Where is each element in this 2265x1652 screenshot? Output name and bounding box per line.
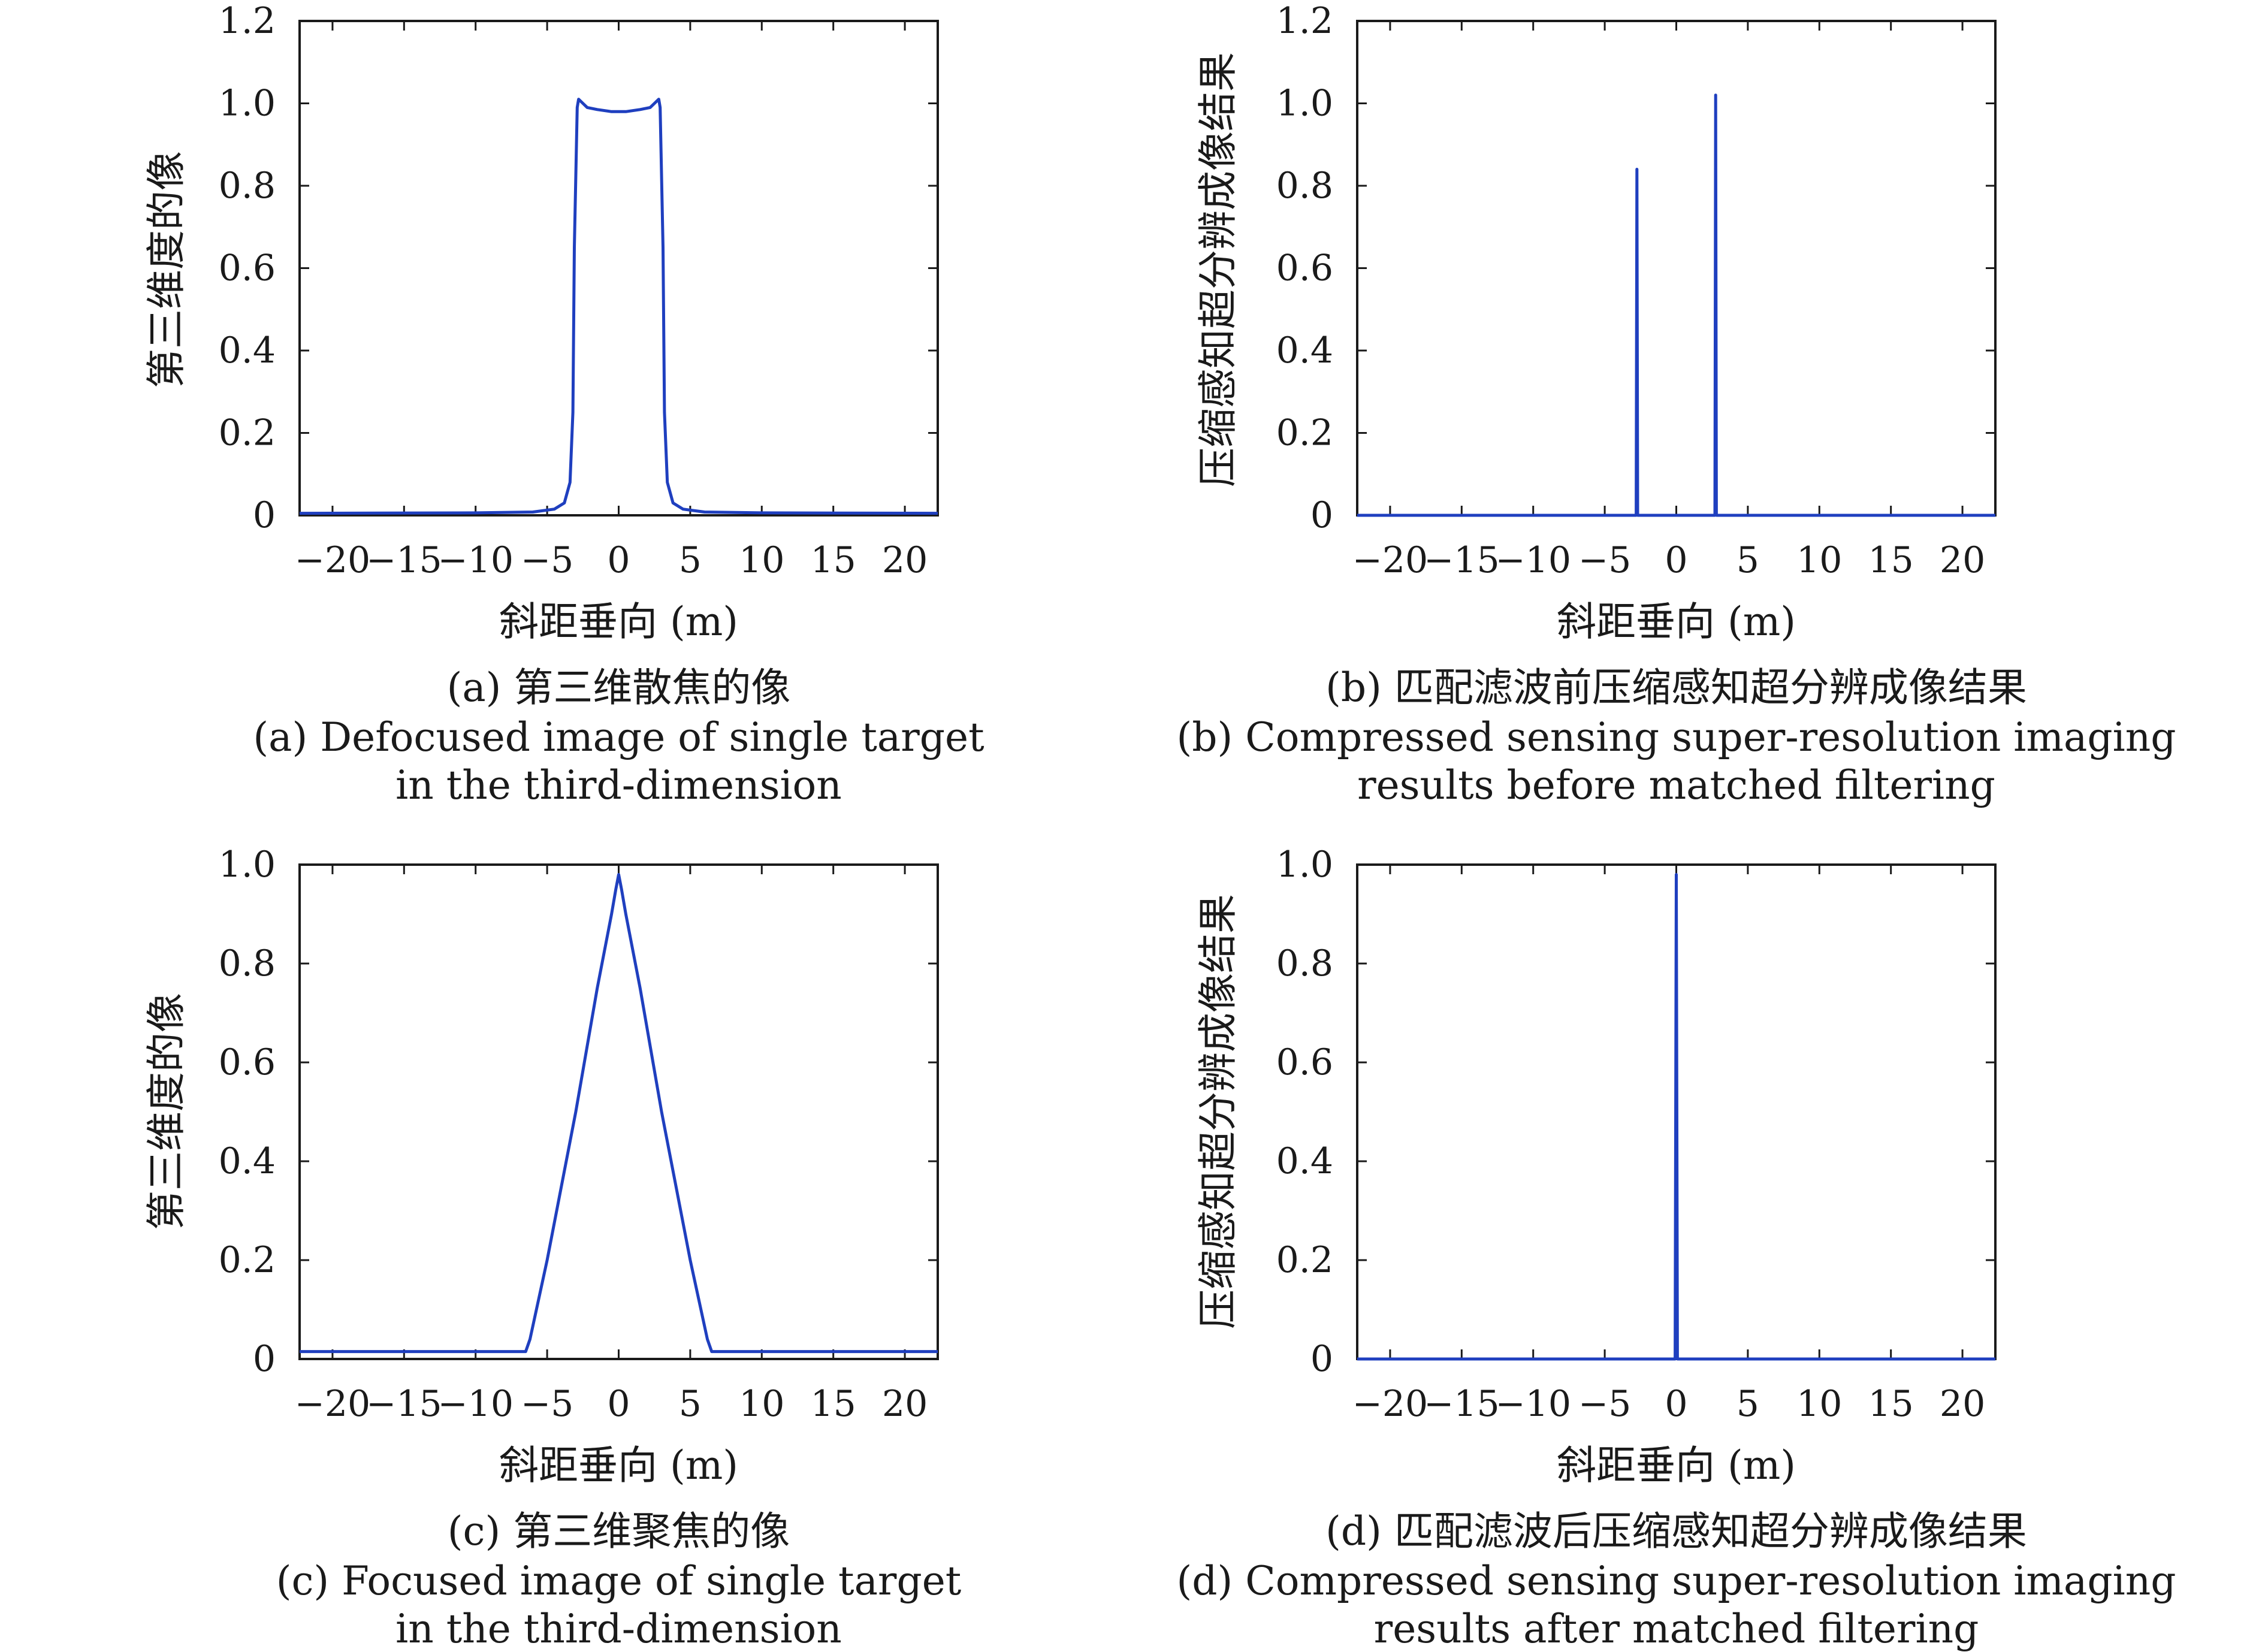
y-tick-label: 0.8	[1276, 165, 1333, 207]
caption-en-line: (b) Compressed sensing super-resolution …	[1177, 714, 2176, 760]
y-tick-label: 0.2	[1276, 412, 1333, 454]
x-tick-label: −10	[1495, 539, 1571, 581]
y-tick-label: 1.2	[219, 0, 276, 42]
panel-d: −20−15−10 −5 0 5 10 15 20 0 0.2 0.4 0.6 0.8 1.0 斜距垂向 …	[1177, 844, 2176, 1652]
y-axis-title: 压缩感知超分辨成像结果	[1195, 894, 1241, 1329]
x-tick-label: −5	[1578, 539, 1631, 581]
y-tick-label: 0.8	[1276, 943, 1333, 984]
x-tick-label: 5	[1736, 1383, 1759, 1425]
y-axis-title: 第三维度的像	[143, 993, 189, 1230]
x-tick-label: 5	[1736, 539, 1759, 581]
y-tick-label: 0.4	[1276, 1140, 1333, 1182]
y-tick-label: 0.6	[219, 247, 276, 289]
x-tick-label: 0	[607, 539, 630, 581]
x-tick-label: 20	[1940, 539, 1985, 581]
x-tick-label: −10	[437, 539, 514, 581]
x-tick-label: −15	[1424, 539, 1500, 581]
x-tick-label: 15	[1868, 1383, 1914, 1425]
caption-en-line: (d) Compressed sensing super-resolution …	[1177, 1558, 2176, 1604]
x-tick-label: −20	[1352, 539, 1429, 581]
y-tick-label: 0.4	[219, 330, 276, 372]
x-tick-label: 10	[739, 539, 784, 581]
caption-en-line: results before matched filtering	[1357, 762, 1995, 808]
y-tick-label: 1.0	[219, 844, 276, 886]
x-tick-label: 15	[811, 1383, 856, 1425]
y-tick-label: 1.0	[1276, 844, 1333, 886]
y-axis-title: 第三维度的像	[143, 151, 189, 388]
panel-a: −20−15−10 −5 0 5 10 15 20 0 0.2 0.4 0.6 0.8 1.0 1.2 斜距…	[143, 0, 984, 808]
y-tick-label: 0	[1310, 494, 1333, 536]
caption-cn: (a) 第三维散焦的像	[447, 665, 791, 711]
x-tick-label: 20	[1940, 1383, 1985, 1425]
x-tick-label: 10	[1796, 1383, 1842, 1425]
y-tick-label: 1.2	[1276, 0, 1333, 42]
x-tick-label: −5	[1578, 1383, 1631, 1425]
x-tick-label: 5	[679, 539, 702, 581]
x-tick-label: −15	[366, 539, 442, 581]
y-tick-label: 1.0	[219, 83, 276, 125]
caption-cn: (b) 匹配滤波前压缩感知超分辨成像结果	[1325, 665, 2027, 711]
x-tick-label: 15	[811, 539, 856, 581]
caption-cn: (c) 第三维聚焦的像	[448, 1508, 790, 1554]
series-line	[1357, 93, 1995, 517]
x-tick-label: −20	[1352, 1383, 1429, 1425]
x-axis-title: 斜距垂向 (m)	[1557, 1442, 1796, 1488]
x-tick-label: −20	[295, 1383, 371, 1425]
y-tick-label: 0.8	[219, 943, 276, 984]
series-line	[1357, 873, 1995, 1361]
x-tick-label: 5	[679, 1383, 702, 1425]
x-tick-label: 20	[882, 539, 928, 581]
x-tick-label: −5	[521, 539, 573, 581]
panel-b: −20−15−10 −5 0 5 10 15 20 0 0.2 0.4 0.6 0.8 1.0 1.2 斜距…	[1177, 0, 2176, 808]
y-tick-label: 0.6	[219, 1041, 276, 1083]
x-tick-label: 20	[882, 1383, 928, 1425]
x-tick-label: 0	[1665, 1383, 1687, 1425]
y-tick-label: 0.6	[1276, 247, 1333, 289]
x-tick-label: 15	[1868, 539, 1914, 581]
y-axis-title: 压缩感知超分辨成像结果	[1195, 52, 1241, 487]
x-tick-label: 0	[607, 1383, 630, 1425]
x-tick-label: −10	[437, 1383, 514, 1425]
x-tick-label: −15	[1424, 1383, 1500, 1425]
y-tick-label: 0	[253, 1338, 276, 1380]
y-tick-label: 0.2	[219, 1239, 276, 1281]
x-axis-title: 斜距垂向 (m)	[1557, 599, 1796, 645]
caption-en-line: in the third-dimension	[395, 762, 842, 808]
y-tick-label: 0.2	[219, 412, 276, 454]
y-tick-label: 0	[1310, 1338, 1333, 1380]
x-tick-label: −15	[366, 1383, 442, 1425]
x-axis-title: 斜距垂向 (m)	[499, 599, 738, 645]
y-tick-label: 0.4	[219, 1140, 276, 1182]
panel-c: −20−15−10 −5 0 5 10 15 20 0 0.2 0.4 0.6 0.8 1.0 斜距垂向 …	[143, 844, 961, 1652]
y-tick-label: 0	[253, 494, 276, 536]
caption-en-line: in the third-dimension	[395, 1606, 842, 1652]
caption-en-line: results after matched filtering	[1374, 1606, 1979, 1652]
y-tick-label: 0.6	[1276, 1041, 1333, 1083]
caption-en-line: (a) Defocused image of single target	[253, 714, 984, 760]
series-line	[299, 98, 938, 515]
y-tick-label: 0.8	[219, 165, 276, 207]
plot-frame	[1356, 20, 1997, 517]
x-tick-label: 0	[1665, 539, 1687, 581]
plot-frame	[298, 20, 939, 517]
x-tick-label: 10	[739, 1383, 784, 1425]
x-tick-label: 10	[1796, 539, 1842, 581]
y-tick-label: 0.4	[1276, 330, 1333, 372]
y-tick-label: 0.2	[1276, 1239, 1333, 1281]
y-tick-label: 1.0	[1276, 83, 1333, 125]
x-tick-label: −20	[295, 539, 371, 581]
plot-frame	[298, 863, 939, 1360]
x-axis-title: 斜距垂向 (m)	[499, 1442, 738, 1488]
x-tick-label: −5	[521, 1383, 573, 1425]
caption-cn: (d) 匹配滤波后压缩感知超分辨成像结果	[1325, 1508, 2027, 1554]
caption-en-line: (c) Focused image of single target	[276, 1558, 962, 1604]
series-line	[300, 873, 938, 1354]
x-tick-label: −10	[1495, 1383, 1571, 1425]
